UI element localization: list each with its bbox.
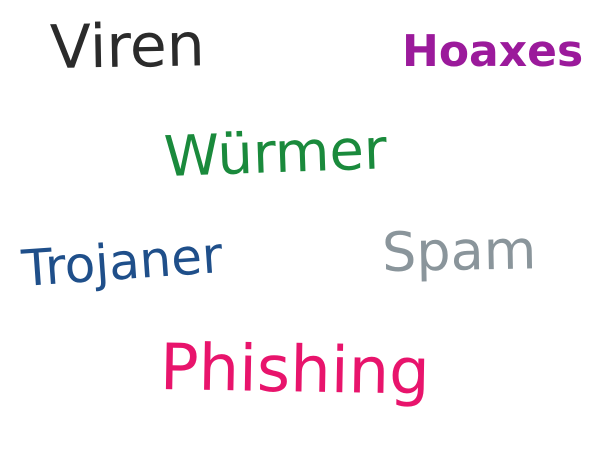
word-trojaner: Trojaner — [19, 226, 225, 298]
word-phishing: Phishing — [159, 331, 431, 410]
word-spam: Spam — [381, 218, 537, 284]
word-hoaxes: Hoaxes — [402, 26, 584, 77]
word-viren: Viren — [49, 10, 206, 83]
word-wuermer: Würmer — [162, 117, 388, 190]
